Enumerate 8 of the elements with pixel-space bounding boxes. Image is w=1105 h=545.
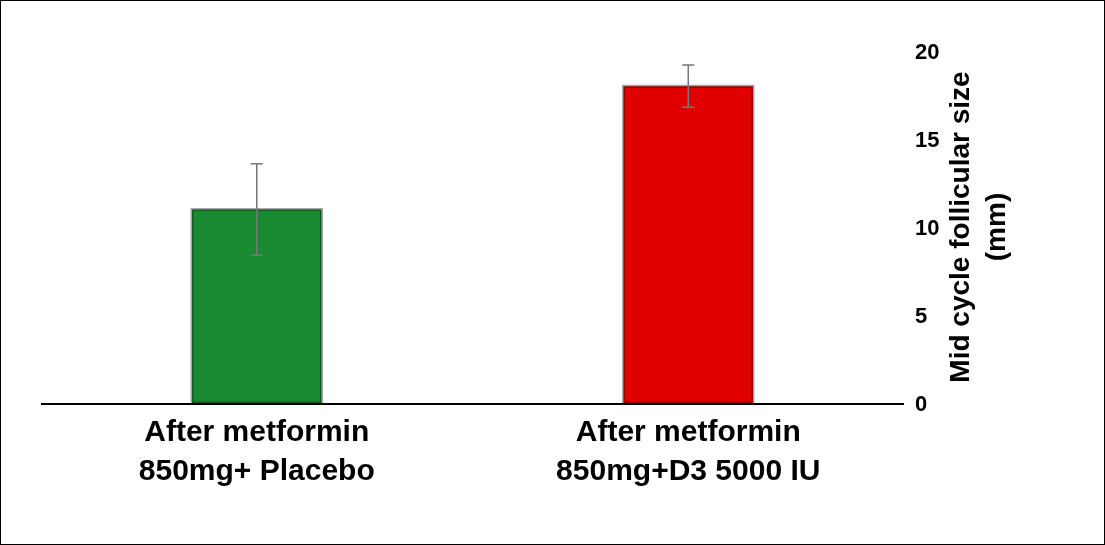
y-axis-title: Mid cycle follicular size (mm) [943,71,1011,383]
x-tick-label: After metformin 850mg+ Placebo [138,413,375,486]
y-tick-label: 15 [915,126,940,152]
y-tick-label: 0 [915,390,928,416]
y-tick-label: 20 [915,38,940,64]
y-tick-label: 10 [915,214,940,240]
y-tick-label: 5 [915,302,928,328]
x-tick-label: After metformin 850mg+D3 5000 IU [556,413,821,486]
